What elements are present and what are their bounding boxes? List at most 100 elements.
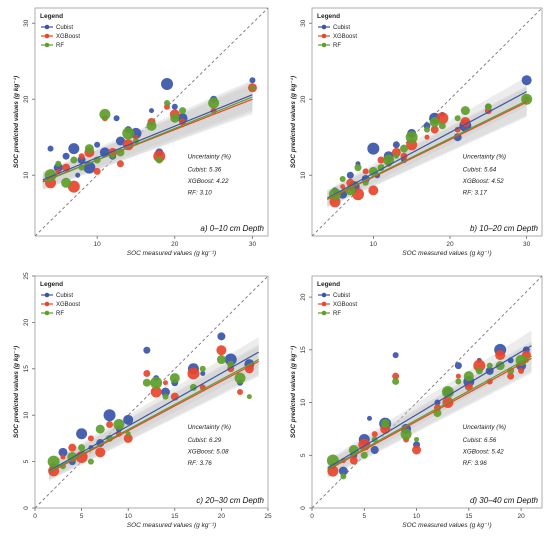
data-point-xgboost	[412, 445, 422, 455]
uncertainty-value: XGBoost: 4.22	[187, 178, 229, 185]
data-point-cubist	[249, 77, 256, 84]
x-tick-label: 0	[33, 513, 37, 520]
data-point-rf	[164, 100, 171, 106]
data-point-cubist	[392, 352, 399, 359]
confidence-band-xgboost	[48, 346, 259, 481]
x-axis-title: SOC measured values (g kg⁻¹)	[402, 250, 491, 257]
legend-entry: Cubist	[56, 293, 73, 299]
data-point-rf	[414, 436, 420, 442]
data-point-rf	[208, 97, 220, 109]
legend-entry: RF	[56, 311, 64, 317]
data-point-rf	[377, 164, 385, 172]
legend-entry: XGBoost	[56, 34, 80, 40]
y-tick-label: 10	[23, 411, 30, 419]
legend-title: Legend	[317, 13, 340, 20]
data-point-xgboost	[150, 386, 162, 398]
data-point-rf	[142, 378, 151, 387]
uncertainty-value: Cubist: 6.56	[463, 437, 497, 444]
data-point-xgboost	[507, 372, 515, 380]
uncertainty-value: RF: 3.17	[463, 189, 488, 196]
data-point-xgboost	[93, 167, 101, 175]
data-point-xgboost	[377, 156, 385, 164]
x-axis-title: SOC measured values (g kg⁻¹)	[127, 522, 216, 529]
confidence-band-rf	[42, 82, 253, 191]
data-point-rf	[162, 393, 169, 400]
legend-swatch-dot	[44, 310, 50, 316]
legend: Legend Cubist XGBoost RF	[40, 281, 80, 317]
x-tick-label: 0	[310, 513, 314, 520]
data-point-rf	[113, 418, 125, 430]
plot-area	[35, 276, 268, 508]
data-point-rf	[122, 127, 135, 140]
legend-entry: RF	[56, 43, 64, 49]
fit-line-xgboost	[327, 101, 527, 201]
data-point-rf	[78, 444, 86, 452]
data-point-rf	[393, 153, 399, 159]
x-tick-label: 10	[125, 513, 133, 520]
legend-title: Legend	[317, 281, 340, 288]
y-tick-label: 20	[300, 95, 307, 103]
legend-swatch-dot	[321, 33, 327, 39]
plot-area	[312, 276, 542, 508]
y-tick-label: 5	[23, 459, 30, 463]
uncertainty-title: Uncertainty (%)	[188, 153, 231, 160]
y-axis-title: SOC predicted values (g kg⁻¹)	[290, 76, 297, 168]
data-point-cubist	[103, 409, 116, 422]
data-point-cubist	[123, 414, 134, 425]
y-tick-label: 20	[300, 293, 307, 301]
uncertainty-title: Uncertainty (%)	[463, 424, 506, 431]
data-point-cubist	[75, 172, 81, 178]
y-tick-label: 0	[300, 506, 307, 510]
data-point-cubist	[99, 147, 110, 158]
data-point-rf	[392, 377, 400, 385]
reference-line-1to1	[35, 8, 268, 236]
data-point-xgboost	[340, 184, 346, 190]
legend-swatch-dot	[321, 24, 327, 30]
x-tick-label: 10	[94, 241, 102, 248]
panel-1: 10 20 30 10 20 30 SOC measured values (g kg⁻¹)…	[13, 7, 269, 257]
data-point-xgboost	[392, 372, 400, 380]
data-point-rf	[70, 156, 78, 164]
data-point-cubist	[171, 103, 178, 110]
x-tick-label: 5	[362, 513, 366, 520]
series-rf	[329, 93, 533, 201]
legend: Legend Cubist XGBoost RF	[40, 13, 80, 49]
data-point-rf	[99, 108, 111, 120]
data-point-xgboost	[106, 420, 114, 428]
x-axis-title: SOC measured values (g kg⁻¹)	[402, 522, 491, 529]
data-point-rf	[441, 386, 454, 398]
y-tick-label: 5	[300, 453, 307, 457]
data-point-cubist	[76, 428, 88, 440]
data-point-cubist	[58, 447, 68, 457]
x-tick-label: 20	[517, 513, 525, 520]
data-point-cubist	[367, 142, 380, 155]
data-point-xgboost	[473, 359, 486, 372]
data-point-rf	[179, 107, 187, 115]
data-point-rf	[55, 160, 62, 167]
data-point-cubist	[200, 370, 206, 376]
uncertainty-value: XGBoost: 4.52	[462, 178, 504, 185]
x-tick-label: 25	[264, 513, 272, 520]
y-tick-label: 30	[23, 19, 30, 27]
data-point-xgboost	[518, 367, 525, 374]
data-point-rf	[400, 428, 412, 440]
data-point-cubist	[392, 141, 400, 149]
data-point-rf	[460, 106, 470, 116]
data-point-xgboost	[187, 367, 200, 380]
fit-line-xgboost	[327, 357, 532, 471]
legend-swatch-dot	[321, 42, 327, 48]
legend-title: Legend	[40, 281, 63, 288]
data-point-xgboost	[87, 435, 94, 442]
data-point-xgboost	[162, 380, 168, 386]
uncertainty-title: Uncertainty (%)	[188, 424, 231, 431]
data-point-xgboost	[68, 443, 77, 452]
fit-line-cubist	[48, 351, 259, 472]
data-point-xgboost	[362, 168, 369, 175]
legend-entry: Cubist	[333, 293, 350, 299]
data-point-rf	[354, 164, 362, 172]
legend-swatch-dot	[321, 310, 327, 316]
legend-entry: RF	[333, 43, 341, 49]
y-axis-title: SOC predicted values (g kg⁻¹)	[13, 346, 20, 438]
fit-line-cubist	[42, 94, 253, 181]
legend: Legend Cubist XGBoost RF	[317, 281, 357, 317]
